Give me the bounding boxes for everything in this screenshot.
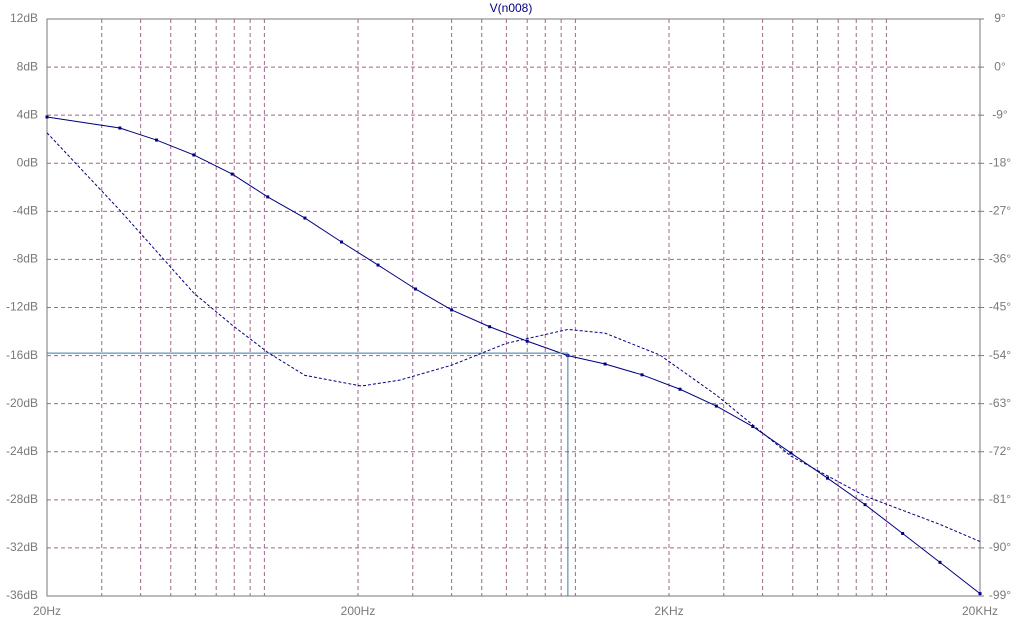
x-tick-label: 20KHz bbox=[962, 604, 998, 618]
y-tick-label: 4dB bbox=[17, 107, 38, 121]
point bbox=[303, 216, 307, 220]
series-line bbox=[46, 132, 981, 542]
x-tick-label: 200Hz bbox=[341, 604, 376, 618]
y-tick-label: 0dB bbox=[17, 155, 38, 169]
y2-tick-label: -81° bbox=[989, 492, 1011, 506]
y2-tick-label: -36° bbox=[989, 252, 1011, 266]
point bbox=[192, 153, 196, 157]
y-tick-label: -36dB bbox=[6, 588, 38, 602]
y2-tick-label: -72° bbox=[989, 444, 1011, 458]
point bbox=[901, 531, 905, 535]
point bbox=[488, 325, 492, 329]
y-tick-label: 8dB bbox=[17, 59, 38, 73]
point bbox=[603, 362, 607, 366]
y-tick-label: 12dB bbox=[10, 11, 38, 25]
y-tick-label: -24dB bbox=[6, 444, 38, 458]
y2-tick-label: -99° bbox=[989, 588, 1011, 602]
y2-tick-label: -9° bbox=[992, 107, 1008, 121]
point bbox=[640, 373, 644, 377]
point bbox=[714, 404, 718, 408]
point bbox=[678, 387, 682, 391]
chart-title: V(n008) bbox=[490, 1, 533, 15]
point bbox=[155, 138, 159, 142]
point bbox=[525, 339, 529, 343]
point bbox=[938, 560, 942, 564]
x-tick-label: 20Hz bbox=[33, 604, 61, 618]
y2-tick-label: -90° bbox=[989, 540, 1011, 554]
point bbox=[230, 172, 234, 176]
y2-tick-label: 9° bbox=[994, 11, 1006, 25]
y2-tick-label: -63° bbox=[989, 396, 1011, 410]
point bbox=[826, 476, 830, 480]
y-tick-label: -32dB bbox=[6, 540, 38, 554]
y2-tick-label: -18° bbox=[989, 155, 1011, 169]
point bbox=[450, 308, 454, 312]
point bbox=[863, 503, 867, 507]
plot-frame bbox=[46, 18, 981, 597]
y-tick-label: -28dB bbox=[6, 492, 38, 506]
y2-tick-label: -54° bbox=[989, 348, 1011, 362]
y-tick-label: -20dB bbox=[6, 396, 38, 410]
y-tick-label: -4dB bbox=[13, 204, 38, 218]
point bbox=[751, 425, 755, 429]
y-tick-label: -12dB bbox=[6, 300, 38, 314]
point bbox=[339, 240, 343, 244]
x-tick-label: 2KHz bbox=[654, 604, 683, 618]
y2-tick-label: -27° bbox=[989, 204, 1011, 218]
y-tick-label: -16dB bbox=[6, 348, 38, 362]
point bbox=[376, 263, 380, 267]
point bbox=[45, 115, 49, 119]
point bbox=[789, 451, 793, 455]
point bbox=[118, 126, 122, 130]
point bbox=[413, 287, 417, 291]
y-tick-label: -8dB bbox=[13, 252, 38, 266]
point bbox=[978, 592, 982, 596]
point bbox=[266, 195, 270, 199]
y2-tick-label: 0° bbox=[994, 59, 1006, 73]
y2-tick-label: -45° bbox=[989, 300, 1011, 314]
